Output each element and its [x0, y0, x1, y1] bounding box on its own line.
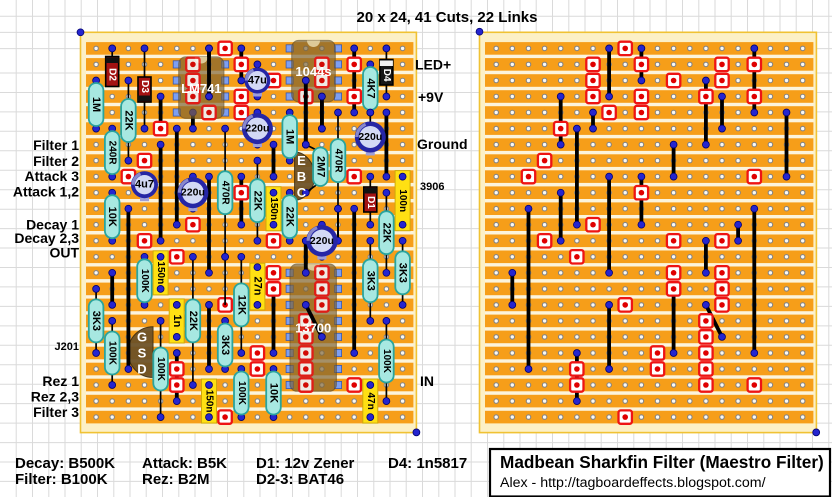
svg-text:4K7: 4K7: [364, 78, 376, 98]
svg-text:Attack 3: Attack 3: [25, 168, 80, 184]
svg-text:Filter 3: Filter 3: [33, 404, 79, 420]
svg-text:150n: 150n: [204, 390, 215, 413]
svg-text:C: C: [297, 185, 307, 200]
svg-text:Filter 1: Filter 1: [33, 137, 79, 153]
svg-text:Attack: B5K: Attack: B5K: [142, 455, 227, 472]
svg-text:Filter 2: Filter 2: [33, 153, 79, 169]
svg-text:1n: 1n: [171, 314, 183, 327]
svg-text:3K3: 3K3: [219, 335, 231, 355]
svg-text:D2-3: BAT46: D2-3: BAT46: [256, 471, 344, 488]
svg-text:LED+: LED+: [415, 57, 451, 73]
svg-text:Alex - http://tagboardeffects.: Alex - http://tagboardeffects.blogspot.c…: [500, 475, 766, 491]
svg-text:150n: 150n: [268, 197, 279, 220]
svg-text:D4: D4: [381, 69, 392, 82]
svg-text:S: S: [138, 346, 147, 361]
svg-text:Decay: B500K: Decay: B500K: [15, 455, 115, 472]
svg-text:Decay 2,3: Decay 2,3: [14, 230, 79, 246]
svg-text:Attack 1,2: Attack 1,2: [13, 184, 79, 200]
svg-text:470R: 470R: [333, 149, 344, 174]
svg-text:B: B: [297, 169, 306, 184]
svg-text:D3: D3: [139, 80, 150, 93]
svg-text:13700: 13700: [295, 321, 331, 336]
svg-text:Madbean Sharkfin Filter (Maest: Madbean Sharkfin Filter (Maestro Filter): [500, 452, 824, 472]
svg-text:12K: 12K: [235, 295, 247, 315]
svg-text:OUT: OUT: [49, 245, 79, 261]
svg-text:20 x 24, 41 Cuts, 22 Links: 20 x 24, 41 Cuts, 22 Links: [357, 9, 538, 26]
svg-text:D1: D1: [365, 196, 376, 209]
svg-text:3906: 3906: [420, 181, 444, 193]
svg-text:10K: 10K: [268, 383, 280, 403]
svg-text:D: D: [137, 362, 146, 377]
svg-text:100K: 100K: [381, 349, 392, 374]
svg-text:100n: 100n: [397, 189, 408, 212]
svg-text:3K3: 3K3: [397, 263, 409, 283]
svg-text:IN: IN: [420, 373, 434, 389]
svg-text:47n: 47n: [365, 392, 376, 409]
svg-text:100K: 100K: [107, 341, 118, 366]
svg-text:G: G: [137, 329, 147, 344]
svg-text:LM741: LM741: [181, 81, 221, 96]
svg-text:Rez: B2M: Rez: B2M: [142, 471, 210, 488]
svg-text:2M7: 2M7: [314, 156, 326, 177]
svg-text:D2: D2: [107, 68, 118, 81]
svg-text:22K: 22K: [380, 223, 392, 243]
svg-text:27n: 27n: [251, 277, 263, 296]
svg-text:+9V: +9V: [418, 89, 444, 105]
svg-text:47u: 47u: [248, 75, 267, 87]
svg-text:1M: 1M: [284, 129, 296, 144]
svg-text:220u: 220u: [358, 131, 382, 143]
svg-text:Filter: B100K: Filter: B100K: [15, 471, 108, 488]
svg-text:220u: 220u: [245, 123, 269, 135]
svg-text:Ground: Ground: [417, 136, 468, 152]
svg-text:220u: 220u: [181, 187, 205, 199]
svg-text:470R: 470R: [220, 181, 231, 206]
svg-text:240R: 240R: [107, 141, 118, 166]
svg-text:22K: 22K: [251, 191, 263, 211]
svg-text:E: E: [297, 153, 306, 168]
svg-text:10K: 10K: [106, 207, 118, 227]
svg-text:D1: 12v Zener: D1: 12v Zener: [256, 455, 355, 472]
svg-text:3K3: 3K3: [90, 311, 102, 331]
svg-text:22K: 22K: [122, 110, 134, 130]
svg-text:100K: 100K: [139, 269, 150, 294]
svg-text:Decay 1: Decay 1: [26, 217, 79, 233]
svg-text:J201: J201: [55, 341, 79, 353]
svg-text:1M: 1M: [90, 97, 102, 112]
svg-text:3K3: 3K3: [364, 271, 376, 291]
svg-text:Rez 2,3: Rez 2,3: [31, 389, 79, 405]
svg-text:22K: 22K: [187, 311, 199, 331]
svg-text:4u7: 4u7: [135, 179, 154, 191]
svg-text:Rez 1: Rez 1: [42, 373, 79, 389]
svg-text:100K: 100K: [155, 357, 166, 382]
svg-text:150n: 150n: [155, 261, 166, 284]
svg-text:D4: 1n5817: D4: 1n5817: [388, 455, 467, 472]
svg-text:100K: 100K: [236, 381, 247, 406]
svg-text:220u: 220u: [310, 235, 334, 247]
svg-text:22K: 22K: [284, 207, 296, 227]
svg-text:1044s: 1044s: [295, 64, 331, 79]
